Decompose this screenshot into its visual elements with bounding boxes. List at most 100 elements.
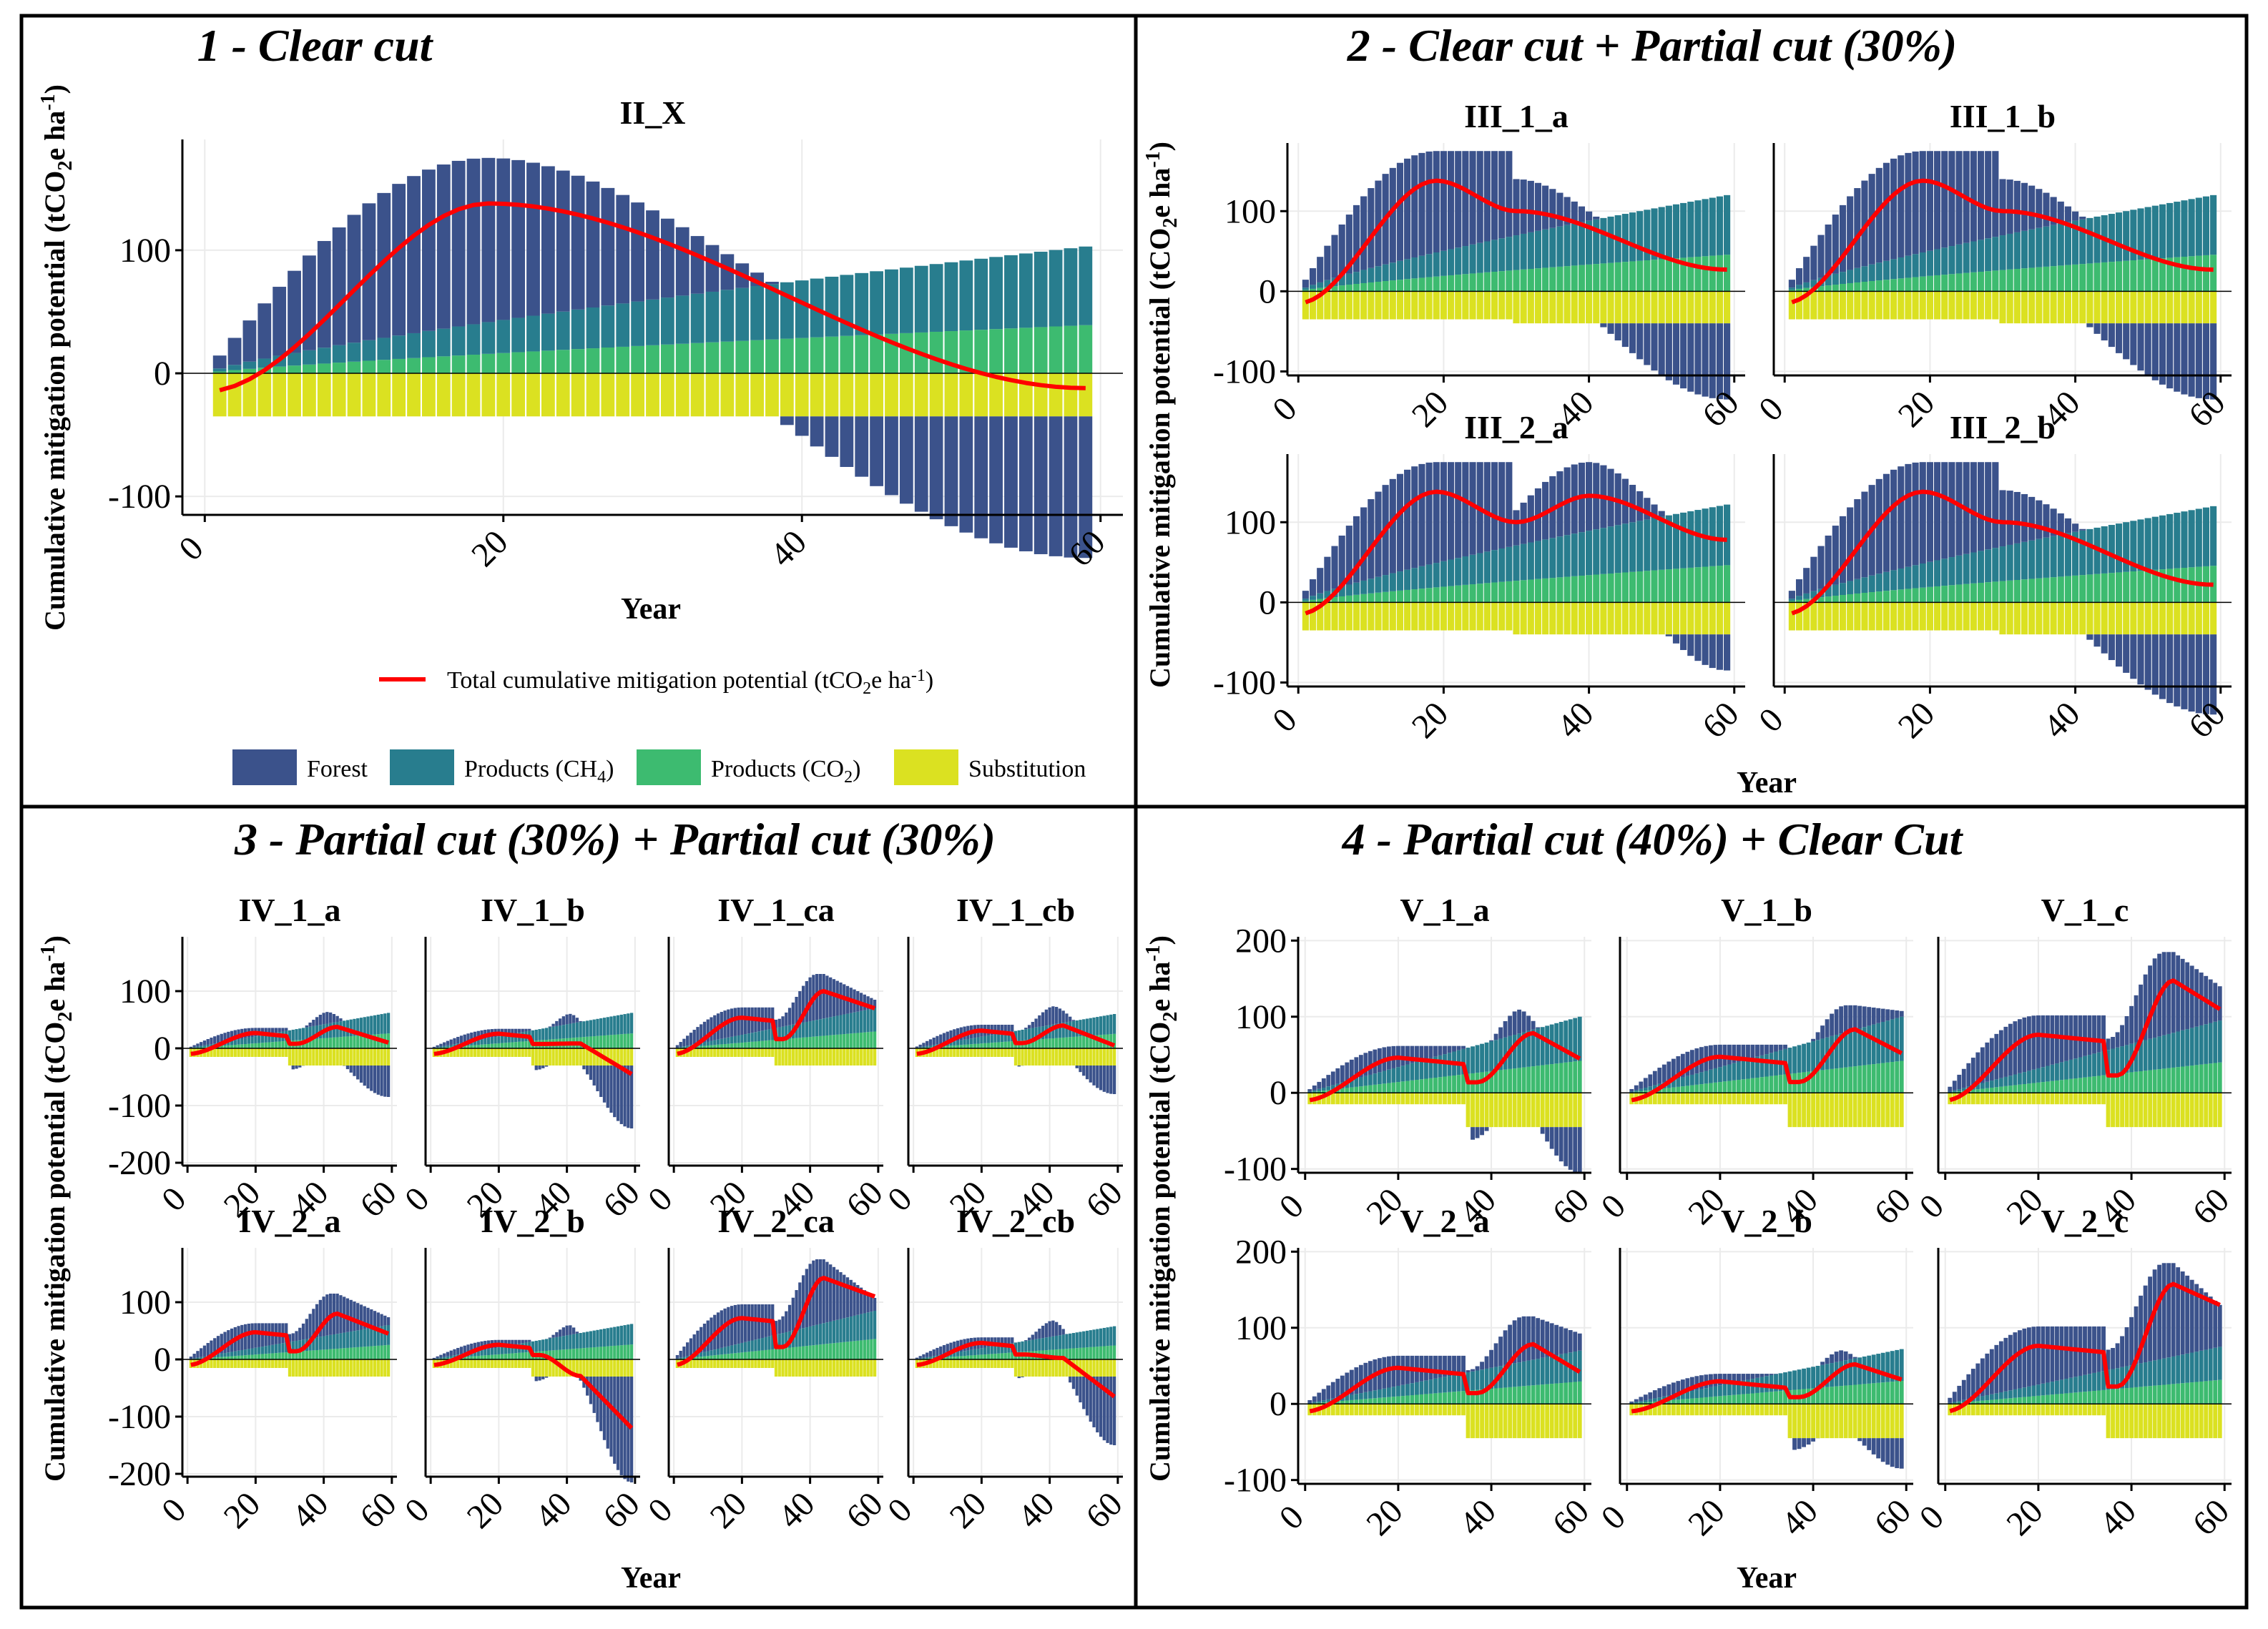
bar-co2 <box>1109 1034 1113 1048</box>
bar-co2 <box>1549 267 1556 292</box>
bar-substitution <box>2115 602 2123 635</box>
bar-co2 <box>230 1356 234 1359</box>
bar-forest <box>1644 323 1651 365</box>
bar-forest <box>863 994 866 1010</box>
bar-forest <box>1985 462 1992 550</box>
bar-ch4 <box>1648 1086 1653 1091</box>
bar-forest <box>544 1066 549 1067</box>
bar-co2 <box>2139 1387 2144 1404</box>
bar-forest <box>1895 1010 1900 1018</box>
bar-substitution <box>853 1359 856 1377</box>
bar-co2 <box>760 1040 765 1048</box>
bar-ch4 <box>443 1357 446 1359</box>
bar-substitution <box>1542 602 1549 635</box>
bar-substitution <box>1048 1359 1051 1377</box>
bar-forest <box>1106 1377 1109 1443</box>
bar-ch4 <box>856 1314 860 1341</box>
x-tick-label: 20 <box>1405 694 1455 745</box>
bar-ch4 <box>2050 536 2057 578</box>
bar-forest <box>1737 1374 1741 1382</box>
bar-ch4 <box>1687 511 1694 568</box>
bar-substitution <box>720 1048 723 1057</box>
bar-forest <box>2148 965 2153 1039</box>
bar-substitution <box>1890 1404 1895 1439</box>
bar-co2 <box>856 1340 860 1359</box>
bar-forest <box>1857 1438 1862 1442</box>
bar-forest <box>315 1304 319 1338</box>
bar-forest <box>1085 1066 1089 1080</box>
bar-substitution <box>801 1359 805 1377</box>
bar-ch4 <box>1955 555 1963 585</box>
bar-co2 <box>1694 257 1702 292</box>
bar-substitution <box>1027 1359 1031 1377</box>
bar-ch4 <box>2036 1384 2041 1396</box>
x-tick-label: 0 <box>1594 1187 1633 1226</box>
bar-ch4 <box>1353 272 1360 284</box>
bar-ch4 <box>534 1340 538 1352</box>
bar-substitution <box>1531 1093 1536 1128</box>
bar-forest <box>2086 634 2093 640</box>
bar-ch4 <box>2202 507 2210 566</box>
bar-forest <box>1709 323 1716 398</box>
bar-forest <box>613 1066 617 1118</box>
bar-substitution <box>1975 1404 1980 1416</box>
bar-ch4 <box>2174 513 2181 569</box>
bar-substitution <box>914 373 928 417</box>
bar-forest <box>1360 196 1368 270</box>
bar-forest <box>2101 1326 2106 1372</box>
bar-co2 <box>2134 1387 2139 1404</box>
bar-forest <box>254 1323 257 1348</box>
bar-forest <box>710 1317 713 1351</box>
bar-co2 <box>1433 1078 1438 1093</box>
bar-co2 <box>1727 1395 1732 1404</box>
bar-ch4 <box>2017 1073 2022 1085</box>
bar-substitution <box>710 1359 713 1368</box>
bar-ch4 <box>1666 1081 1671 1088</box>
bar-co2 <box>1075 1036 1079 1048</box>
bar-co2 <box>2123 260 2130 292</box>
bar-ch4 <box>765 284 779 340</box>
bar-substitution <box>1424 1093 1428 1105</box>
bar-substitution <box>1534 291 1542 324</box>
bar-forest <box>2046 1015 2050 1066</box>
bar-substitution <box>990 1359 993 1368</box>
bar-co2 <box>1415 1394 1419 1404</box>
bar-ch4 <box>1839 1033 1844 1068</box>
bar-ch4 <box>1702 199 1709 257</box>
bar-forest <box>1440 462 1447 561</box>
bar-ch4 <box>660 297 674 345</box>
bar-co2 <box>312 1038 315 1048</box>
bar-substitution <box>473 1048 477 1057</box>
bar-co2 <box>2031 1083 2036 1093</box>
bar-co2 <box>1448 275 1455 292</box>
bar-ch4 <box>616 1015 620 1035</box>
bar-co2 <box>733 1353 737 1359</box>
bar-co2 <box>1503 1387 1508 1404</box>
bar-ch4 <box>2202 196 2210 255</box>
bar-ch4 <box>1839 272 1847 284</box>
bar-forest <box>1461 1045 1466 1049</box>
bar-substitution <box>1658 291 1665 324</box>
bar-forest <box>1109 1066 1113 1094</box>
bar-forest <box>1302 591 1309 599</box>
bar-forest <box>1985 151 1992 239</box>
bar-co2 <box>1716 566 1724 603</box>
bar-ch4 <box>575 1333 579 1349</box>
bar-co2 <box>1658 569 1665 603</box>
bar-substitution <box>1508 1093 1513 1128</box>
bar-co2 <box>1377 1084 1382 1093</box>
bar-co2 <box>1109 1345 1113 1359</box>
bar-substitution <box>1843 1404 1848 1439</box>
bar-forest <box>1011 1025 1014 1032</box>
bar-forest <box>1317 568 1324 594</box>
bar-ch4 <box>1607 526 1614 574</box>
bar-substitution <box>370 1048 373 1066</box>
bar-ch4 <box>2210 506 2217 566</box>
bar-co2 <box>2055 1394 2059 1404</box>
bar-substitution <box>2202 602 2210 635</box>
total-line <box>677 1276 876 1367</box>
bar-forest <box>1452 1355 1456 1375</box>
bar-ch4 <box>1607 216 1614 263</box>
bar-substitution <box>1375 291 1382 320</box>
